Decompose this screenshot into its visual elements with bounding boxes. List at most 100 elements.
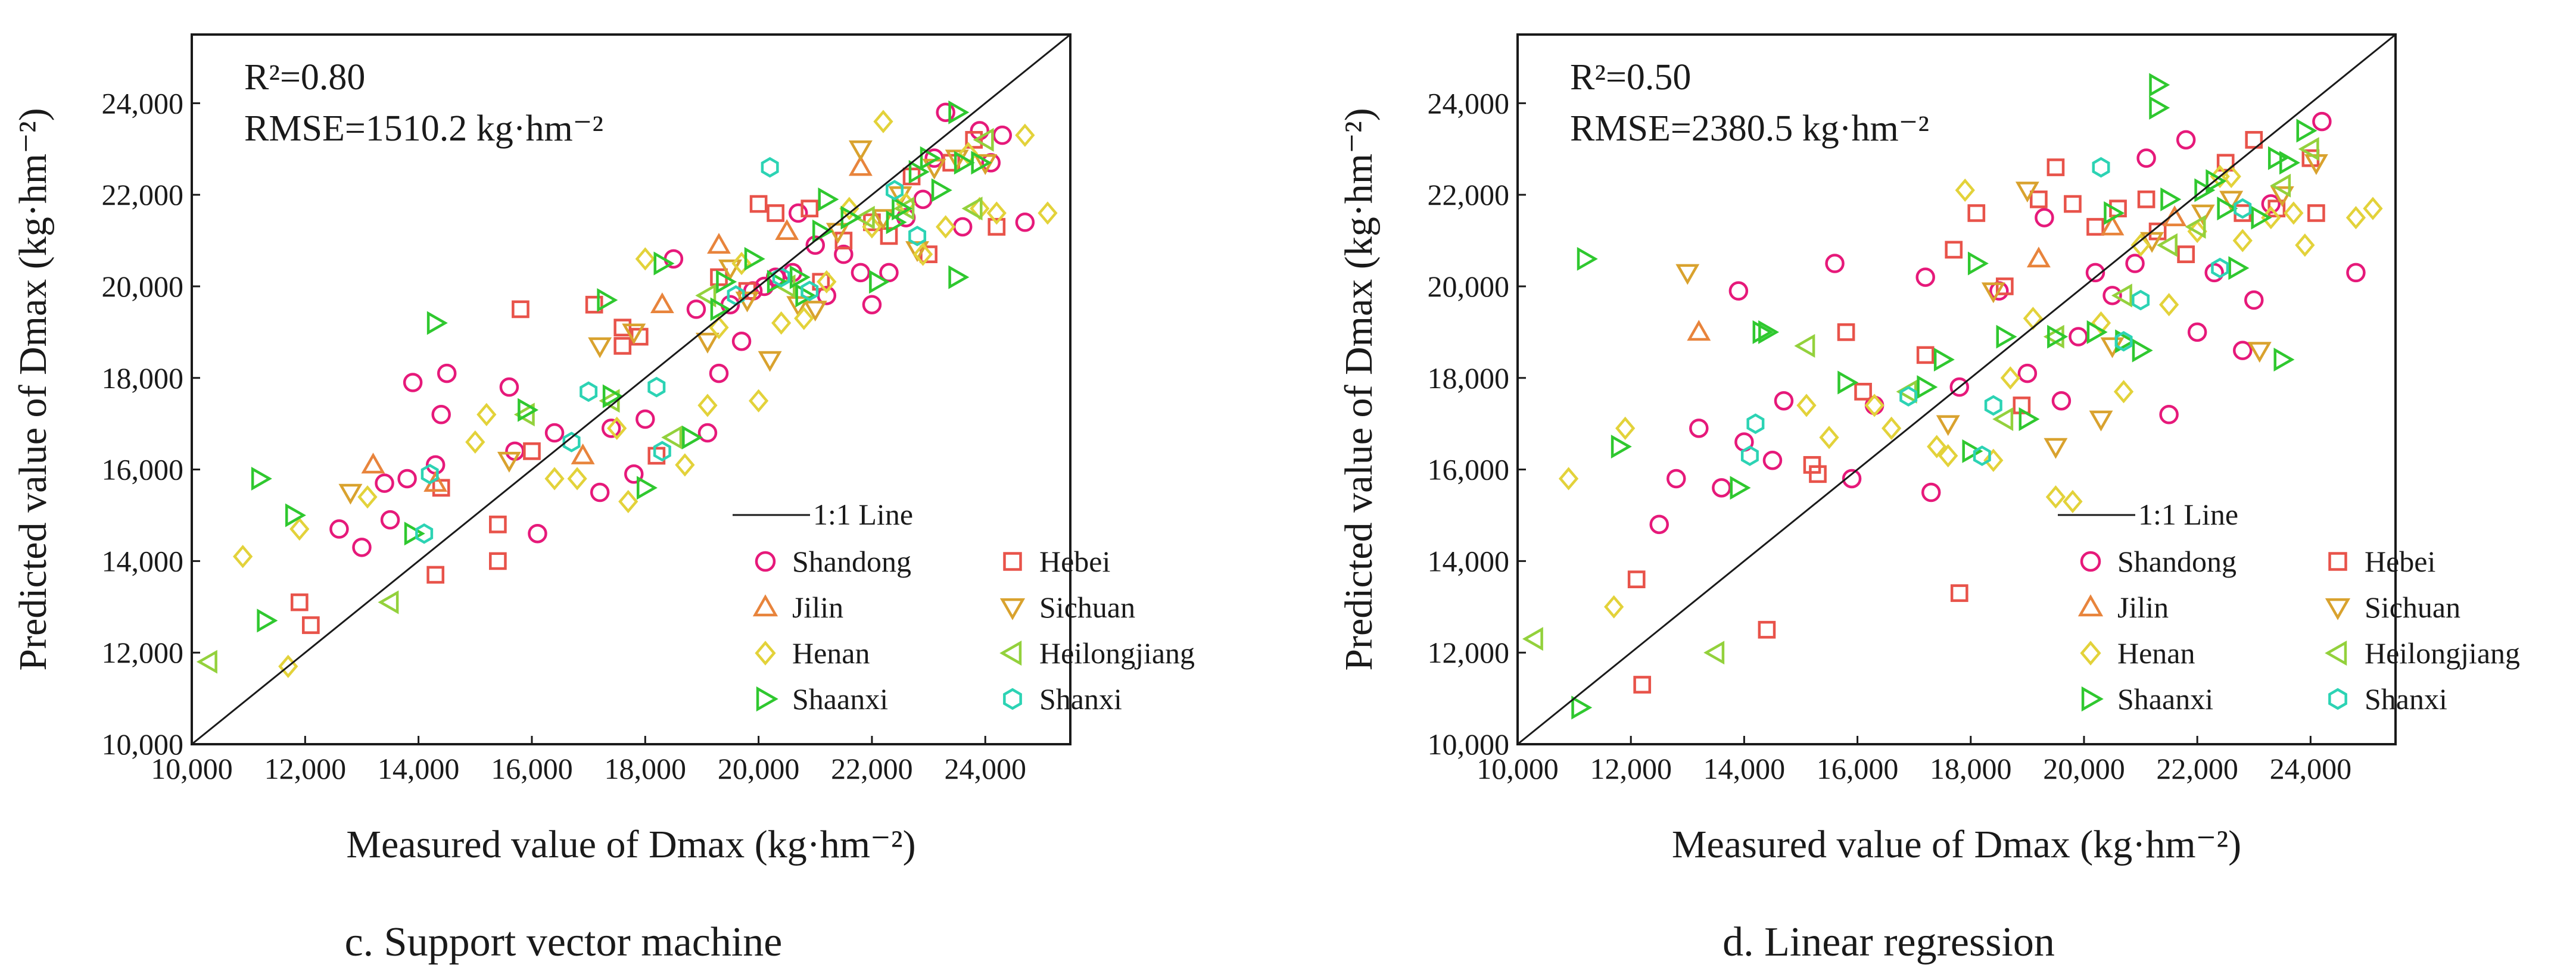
legend-label-shaanxi: Shaanxi <box>2117 682 2213 716</box>
data-point-hebei <box>1627 570 1646 588</box>
data-point-henan <box>1615 416 1636 440</box>
x-tick-label: 14,000 <box>1703 752 1786 785</box>
legend-entries: Shandong Hebei Jilin Sichuan Henan Heilongjia… <box>2077 545 2520 716</box>
x-axis-ticks: 10,000 12,000 14,000 16,000 18,000 20,000 22,0… <box>151 736 1026 785</box>
data-point-shaanxi <box>602 384 624 408</box>
data-point-jilin <box>650 292 674 314</box>
data-point-shandong <box>952 217 973 237</box>
data-point-heilongjiang <box>854 205 875 230</box>
data-point-shanxi <box>420 463 439 485</box>
data-point-hebei <box>523 442 541 460</box>
data-point-henan <box>2113 380 2134 404</box>
y-tick-label: 22,000 <box>102 178 184 211</box>
data-point-hebei <box>2013 397 2031 414</box>
data-point-henan <box>2363 196 2383 220</box>
data-point-shandong <box>437 363 457 383</box>
data-point-shaanxi <box>2206 169 2227 193</box>
data-point-henan <box>1955 178 1975 202</box>
data-point-hebei <box>800 199 819 218</box>
data-point-shaanxi <box>2228 256 2250 280</box>
data-point-hebei <box>2086 218 2104 236</box>
data-point-sichuan <box>905 241 930 263</box>
data-point-shandong <box>1774 391 1794 411</box>
data-point-shandong <box>1649 514 1669 535</box>
data-point-shandong <box>709 363 729 383</box>
data-point-shaanxi <box>710 297 731 321</box>
data-point-hebei <box>767 204 785 222</box>
data-point-heilongjiang <box>893 196 915 221</box>
data-point-hebei <box>2307 204 2325 222</box>
legend-marker-shanxi <box>2328 688 2347 710</box>
data-point-hebei <box>1809 465 1827 483</box>
data-point-shandong <box>1762 450 1783 470</box>
data-point-shaanxi <box>744 246 765 271</box>
y-tick-label: 12,000 <box>1428 636 1510 669</box>
data-point-hebei <box>426 566 445 584</box>
data-point-heilongjiang <box>973 127 994 152</box>
data-point-hebei <box>489 552 507 570</box>
data-point-shanxi <box>580 381 598 402</box>
data-point-shandong <box>697 423 718 443</box>
data-point-sichuan <box>803 301 827 322</box>
data-point-henan <box>873 110 893 133</box>
data-point-henan <box>2232 229 2253 252</box>
data-point-henan <box>607 416 627 440</box>
legend-label-heilongjiang: Heilongjiang <box>1039 636 1195 670</box>
data-point-sichuan <box>2089 410 2113 432</box>
data-point-shaanxi <box>2047 324 2069 349</box>
data-point-shandong <box>1921 482 1941 502</box>
data-point-shaanxi <box>285 503 306 527</box>
data-point-heilongjiang <box>1522 627 1543 651</box>
x-axis-title: Measured value of Dmax (kg·hm⁻²) <box>346 823 915 866</box>
x-tick-label: 22,000 <box>831 752 913 785</box>
data-point-sichuan <box>922 158 946 180</box>
data-point-shandong <box>2159 405 2179 424</box>
data-point-jilin <box>2100 214 2125 236</box>
data-point-hebei <box>512 300 529 319</box>
data-point-shaanxi <box>518 398 539 422</box>
data-point-shaanxi <box>931 178 952 202</box>
plot-frame <box>191 33 1071 745</box>
x-tick-label: 22,000 <box>2156 752 2238 785</box>
legend-label-hebei: Hebei <box>1039 545 1110 578</box>
data-point-hebei <box>489 516 507 533</box>
data-point-shaanxi <box>682 425 703 450</box>
legend-label-henan: Henan <box>792 636 870 670</box>
data-point-shanxi <box>1973 445 1991 466</box>
y-tick-label: 16,000 <box>1428 453 1510 486</box>
rmse-label: RMSE=1510.2 kg·hm⁻² <box>244 108 603 149</box>
data-point-shandong <box>2125 254 2145 273</box>
data-point-sichuan <box>2247 342 2272 363</box>
data-point-henan <box>709 316 729 339</box>
data-point-shanxi <box>2114 330 2133 352</box>
plot-frame <box>1516 33 2397 745</box>
data-point-heilongjiang <box>2111 283 2132 308</box>
legend-label-shandong: Shandong <box>792 545 911 578</box>
data-point-heilongjiang <box>695 283 717 308</box>
data-point-shanxi <box>1740 445 1759 466</box>
data-point-henan <box>2023 307 2044 330</box>
data-point-heilongjiang <box>2270 173 2291 198</box>
data-point-henan <box>544 467 565 491</box>
data-point-shaanxi <box>795 283 817 308</box>
data-point-hebei <box>738 282 756 300</box>
data-point-shandong <box>601 419 621 438</box>
data-point-sichuan <box>2304 154 2328 175</box>
legend: 1:1 Line Shandong Hebei Jilin Sichuan Henan H… <box>733 498 1195 716</box>
data-point-henan <box>794 307 814 330</box>
data-point-henan <box>2045 485 2066 509</box>
data-point-hebei <box>988 218 1006 236</box>
y-tick-label: 18,000 <box>1428 361 1510 395</box>
y-tick-label: 22,000 <box>1428 178 1510 211</box>
data-point-shaanxi <box>789 265 811 289</box>
data-point-heilongjiang <box>1794 333 1815 358</box>
data-point-henan <box>817 270 837 294</box>
legend-label-sichuan: Sichuan <box>2365 591 2460 624</box>
data-point-shandong <box>624 464 644 484</box>
chart-panel-svm: 10,000 12,000 14,000 16,000 18,000 20,000 22,0… <box>11 33 1195 965</box>
data-point-hebei <box>1854 382 1872 401</box>
data-point-henan <box>2295 233 2315 257</box>
one-to-one-line <box>191 33 1071 745</box>
data-point-hebei <box>1916 346 1935 364</box>
data-point-shandong <box>636 409 655 429</box>
